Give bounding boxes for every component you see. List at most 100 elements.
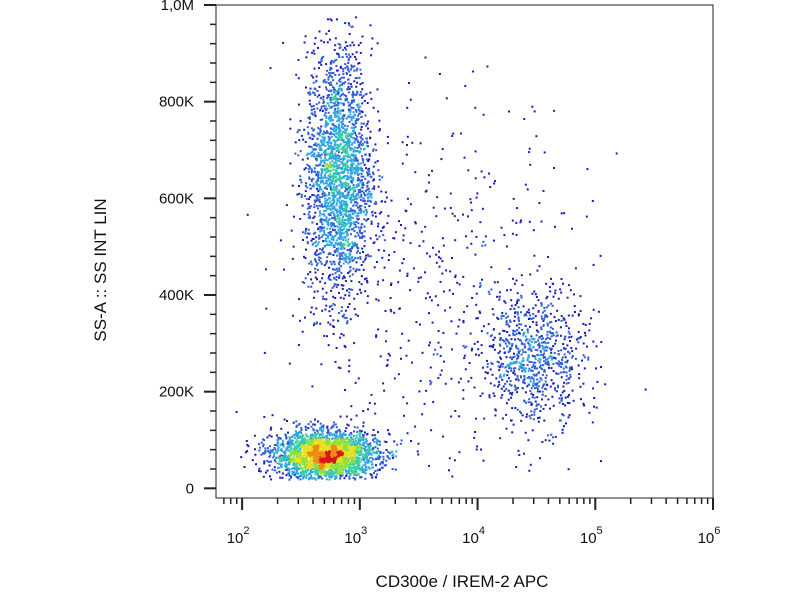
- event-dot: [322, 448, 324, 451]
- event-dot: [306, 456, 309, 459]
- event-dot: [339, 78, 342, 80]
- event-dot: [345, 182, 348, 185]
- event-dot: [356, 257, 359, 260]
- event-dot: [347, 22, 350, 25]
- event-dot: [554, 289, 557, 292]
- event-dot: [356, 91, 359, 94]
- event-dot: [344, 46, 346, 49]
- event-dot: [349, 135, 352, 138]
- event-dot: [355, 451, 358, 454]
- event-dot: [377, 450, 380, 453]
- event-dot: [318, 469, 321, 472]
- event-dot: [294, 452, 297, 455]
- event-dot: [330, 453, 333, 456]
- event-dot: [362, 95, 365, 97]
- event-dot: [366, 174, 369, 177]
- event-dot: [336, 435, 339, 438]
- event-dot: [331, 228, 334, 231]
- event-dot: [355, 221, 358, 223]
- event-dot: [352, 438, 355, 441]
- event-dot: [318, 437, 320, 440]
- event-dot: [307, 167, 310, 170]
- event-dot: [309, 187, 312, 190]
- event-dot: [278, 455, 281, 458]
- event-dot: [330, 445, 333, 448]
- event-dot: [337, 117, 340, 120]
- event-dot: [325, 115, 328, 118]
- event-dot: [292, 455, 295, 458]
- event-dot: [520, 419, 523, 422]
- event-dot: [350, 64, 353, 67]
- event-dot: [343, 344, 346, 347]
- event-dot: [338, 87, 340, 90]
- event-dot: [320, 139, 323, 142]
- event-dot: [330, 188, 332, 191]
- event-dot: [338, 276, 341, 279]
- event-dot: [322, 137, 325, 140]
- event-dot: [312, 113, 315, 116]
- event-dot: [323, 151, 326, 154]
- event-dot: [263, 460, 266, 463]
- event-dot: [325, 460, 328, 463]
- event-dot: [361, 471, 364, 474]
- event-dot: [247, 445, 250, 448]
- event-dot: [290, 467, 293, 470]
- event-dot: [338, 472, 341, 475]
- event-dot: [323, 194, 326, 197]
- event-dot: [365, 219, 368, 222]
- event-dot: [341, 125, 343, 128]
- event-dot: [315, 458, 318, 461]
- event-dot: [331, 153, 334, 156]
- event-dot: [351, 162, 354, 165]
- event-dot: [348, 465, 351, 468]
- event-dot: [342, 239, 345, 241]
- event-dot: [285, 448, 288, 451]
- event-dot: [351, 147, 354, 150]
- event-dot: [347, 210, 349, 213]
- event-dot: [269, 428, 272, 431]
- event-dot: [306, 207, 309, 210]
- event-dot: [359, 189, 362, 191]
- event-dot: [329, 68, 332, 71]
- event-dot: [352, 198, 355, 201]
- event-dot: [365, 457, 368, 460]
- event-dot: [326, 102, 329, 105]
- event-dot: [328, 157, 331, 160]
- event-dot: [313, 445, 316, 448]
- event-dot: [361, 235, 364, 238]
- event-dot: [289, 474, 292, 477]
- event-dot: [331, 148, 334, 151]
- event-dot: [336, 137, 339, 140]
- event-dot: [318, 210, 321, 213]
- event-dot: [298, 431, 300, 434]
- event-dot: [308, 116, 311, 119]
- event-dot: [323, 229, 325, 232]
- event-dot: [352, 449, 355, 452]
- event-dot: [338, 164, 341, 167]
- event-dot: [386, 135, 389, 138]
- event-dot: [328, 205, 331, 208]
- event-dot: [339, 84, 342, 87]
- event-dot: [321, 213, 324, 216]
- event-dot: [269, 449, 272, 452]
- event-dot: [561, 391, 564, 394]
- event-dot: [347, 156, 349, 159]
- event-dot: [378, 119, 381, 122]
- event-dot: [325, 436, 328, 439]
- event-dot: [333, 285, 335, 288]
- event-dot: [264, 450, 267, 453]
- event-dot: [331, 474, 334, 476]
- event-dot: [323, 465, 326, 468]
- event-dot: [354, 195, 357, 198]
- event-dot: [359, 252, 361, 255]
- event-dot: [346, 135, 349, 138]
- event-dot: [330, 427, 333, 430]
- event-dot: [343, 222, 346, 224]
- event-dot: [516, 408, 519, 411]
- event-dot: [337, 101, 340, 104]
- event-dot: [364, 177, 367, 180]
- event-dot: [340, 272, 343, 274]
- event-dot: [337, 283, 340, 286]
- event-dot: [354, 443, 357, 446]
- event-dot: [281, 455, 284, 457]
